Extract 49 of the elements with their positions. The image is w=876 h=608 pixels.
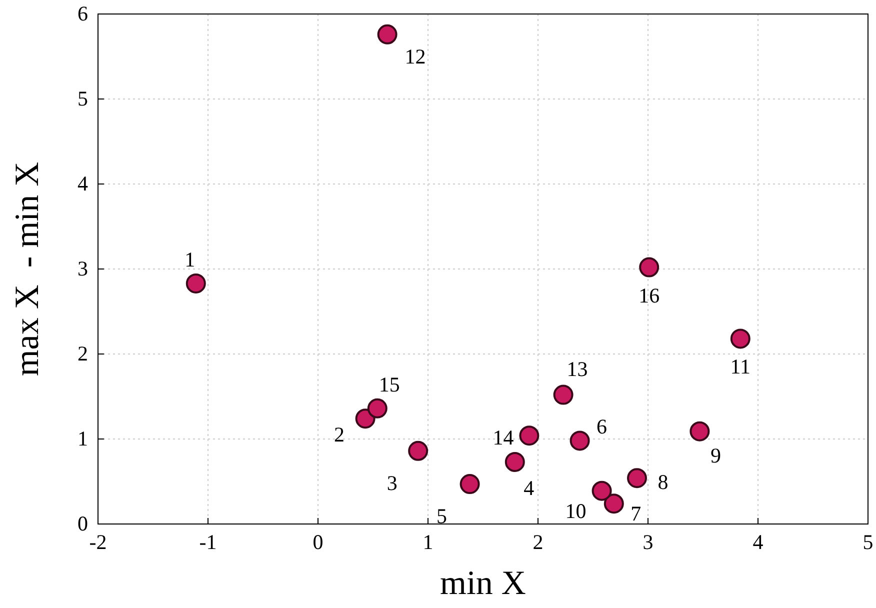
y-tick-label: 4	[78, 172, 88, 196]
x-tick-label: 5	[862, 530, 874, 554]
point	[627, 468, 647, 488]
y-axis-title: max X - min X	[9, 162, 46, 376]
annotation: 1	[184, 247, 196, 272]
annotation: 9	[710, 443, 721, 468]
point	[504, 452, 525, 472]
point	[690, 421, 710, 442]
x-axis-title: min X	[440, 565, 526, 602]
point	[604, 494, 624, 514]
x-tick-label: 3	[642, 530, 654, 554]
point	[730, 328, 750, 349]
annotation: 15	[378, 372, 400, 396]
point	[408, 440, 428, 461]
x-tick-label: 1	[422, 530, 434, 554]
annotation: 10	[565, 498, 586, 523]
point	[519, 426, 540, 446]
annotation: 3	[386, 470, 398, 495]
annotation: 8	[658, 470, 668, 494]
y-tick-label: 1	[78, 426, 88, 451]
point	[186, 273, 206, 294]
point	[553, 384, 574, 405]
point	[460, 474, 480, 494]
annotation: 2	[334, 422, 345, 447]
annotation: 6	[596, 414, 608, 439]
point	[377, 24, 398, 44]
annotation: 11	[730, 354, 751, 379]
annotation: 14	[492, 426, 514, 450]
annotation: 7	[630, 502, 642, 526]
point	[355, 408, 376, 429]
point	[639, 257, 660, 278]
annotation: 12	[404, 44, 426, 68]
y-tick-label: 5	[78, 86, 88, 111]
annotation: 13	[566, 356, 588, 381]
annotation: 4	[524, 476, 535, 500]
y-tick-label: 0	[78, 512, 88, 536]
y-tick-label: 6	[78, 2, 88, 26]
x-tick-label: 0	[312, 530, 324, 554]
y-tick-label: 3	[78, 256, 88, 281]
annotation: 5	[436, 504, 448, 528]
x-tick-label: -1	[199, 530, 217, 554]
point	[592, 480, 612, 501]
x-tick-label: 2	[532, 530, 544, 554]
annotation: 16	[638, 283, 660, 308]
x-tick-label: 4	[752, 530, 764, 554]
y-tick-label: 2	[78, 342, 88, 366]
x-tick-label: -2	[89, 530, 107, 554]
point	[570, 430, 590, 451]
point	[367, 398, 388, 418]
